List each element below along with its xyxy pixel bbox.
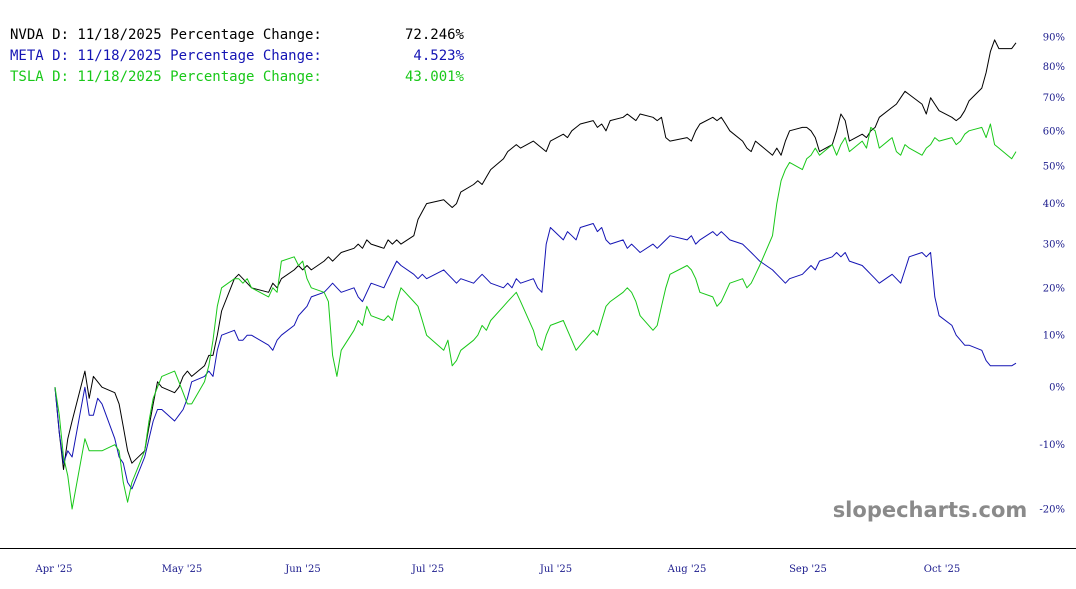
x-axis: Apr '25 May '25 Jun '25 Jul '25 Jul '25 Aug '… bbox=[34, 564, 960, 575]
x-tick-label: Apr '25 bbox=[34, 564, 72, 575]
series-line-tsla bbox=[54, 123, 1017, 510]
series-line-meta bbox=[54, 223, 1017, 490]
y-tick-label: 60% bbox=[1043, 126, 1065, 137]
y-tick-label: 70% bbox=[1043, 93, 1065, 104]
y-tick-label: 30% bbox=[1043, 240, 1065, 251]
x-tick-label: Sep '25 bbox=[789, 564, 827, 575]
legend-entry-nvda: NVDA D: 11/18/2025 Percentage Change: 72.… bbox=[10, 27, 465, 43]
legend-value: 72.246% bbox=[405, 27, 465, 43]
legend-entry-meta: META D: 11/18/2025 Percentage Change: 4.5… bbox=[10, 48, 465, 64]
legend-label: NVDA D: 11/18/2025 Percentage Change: bbox=[10, 27, 322, 43]
y-tick-label: 0% bbox=[1049, 383, 1065, 394]
x-tick-label: Jul '25 bbox=[411, 564, 444, 575]
y-tick-label: -20% bbox=[1039, 505, 1065, 516]
legend-value: 4.523% bbox=[413, 48, 464, 64]
y-tick-label: 20% bbox=[1043, 283, 1065, 294]
series-layer bbox=[54, 39, 1017, 510]
x-tick-label: Jul '25 bbox=[539, 564, 572, 575]
legend-label: TSLA D: 11/18/2025 Percentage Change: bbox=[10, 69, 322, 85]
legend-entry-tsla: TSLA D: 11/18/2025 Percentage Change: 43.… bbox=[10, 69, 465, 85]
y-tick-label: 90% bbox=[1043, 33, 1065, 44]
y-axis: -20% -10% 0% 10% 20% 30% 40% 50% 60% 70% 80% 90% bbox=[1039, 33, 1065, 516]
x-tick-label: Jun '25 bbox=[284, 564, 321, 575]
series-line-nvda bbox=[54, 39, 1017, 470]
y-tick-label: 40% bbox=[1043, 199, 1065, 210]
x-tick-label: Oct '25 bbox=[924, 564, 960, 575]
y-tick-label: 10% bbox=[1043, 331, 1065, 342]
y-tick-label: 80% bbox=[1043, 62, 1065, 73]
watermark: slopecharts.com bbox=[833, 498, 1028, 522]
legend: NVDA D: 11/18/2025 Percentage Change: 72.… bbox=[10, 27, 465, 85]
x-tick-label: May '25 bbox=[162, 564, 203, 575]
x-tick-label: Aug '25 bbox=[667, 564, 707, 575]
y-tick-label: -10% bbox=[1039, 440, 1065, 451]
y-tick-label: 50% bbox=[1043, 162, 1065, 173]
legend-value: 43.001% bbox=[405, 69, 465, 85]
legend-label: META D: 11/18/2025 Percentage Change: bbox=[10, 48, 322, 64]
